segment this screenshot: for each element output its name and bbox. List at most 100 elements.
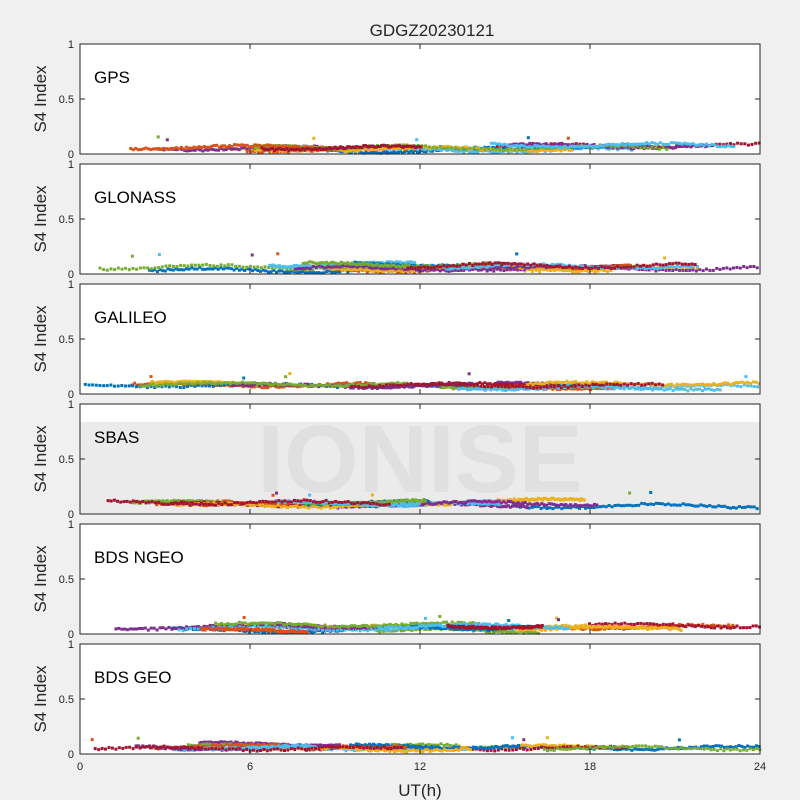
data-point [562,263,565,267]
data-point [619,504,623,508]
data-point [554,148,558,151]
data-point [448,383,451,386]
data-point [552,385,556,389]
data-point [423,499,427,503]
data-point [453,502,457,506]
data-point [344,266,348,270]
data-point [681,266,685,270]
data-point [718,388,722,392]
data-point [168,264,172,268]
panel-label: GPS [94,68,130,87]
data-point [206,148,210,152]
data-point [643,146,647,150]
data-point [368,151,372,155]
data-point [625,503,629,507]
data-point [439,148,443,152]
data-point [396,147,400,150]
data-point [305,149,309,153]
data-point [509,147,513,151]
data-point [314,265,318,269]
data-point [178,381,182,385]
data-point [729,506,732,510]
data-point [692,266,696,270]
data-point [380,144,384,147]
data-point [437,382,441,386]
data-point [639,385,643,389]
data-point [563,506,567,510]
data-point [635,144,639,148]
data-point [385,383,389,387]
data-point [548,264,552,268]
data-point [248,264,252,268]
data-point [667,265,671,269]
data-point [677,141,681,145]
data-point [157,253,161,257]
data-point [593,144,597,148]
data-point [347,264,351,268]
data-point [486,387,490,391]
data-point [364,147,368,151]
data-point [684,383,688,386]
data-point [371,385,375,389]
data-point [425,269,429,273]
data-point [604,385,608,389]
data-point [372,382,376,386]
data-point [174,146,178,150]
data-point [467,150,471,154]
data-point [253,381,256,385]
data-point [387,145,391,149]
data-point [582,144,586,148]
data-point [205,499,209,503]
data-point [215,143,219,147]
data-point [283,146,287,150]
data-point [157,383,161,387]
data-point [495,500,498,504]
data-point [649,502,653,506]
y-tick-label: 1 [68,159,74,171]
data-point [673,265,677,269]
data-point [398,144,402,148]
data-point [452,387,456,391]
data-point [706,383,710,387]
data-point [650,381,654,385]
data-point [654,383,658,387]
data-point [365,270,369,274]
data-point [382,267,386,271]
data-point [190,382,194,386]
data-point [650,266,654,270]
data-point [186,385,190,388]
data-point [504,501,508,505]
data-point [276,145,280,149]
data-point [340,267,344,271]
data-point [348,145,351,149]
data-point [634,504,638,507]
data-point [400,261,404,265]
data-point [582,265,585,269]
data-point [748,265,752,269]
data-point [259,266,263,270]
data-point [244,381,248,385]
data-point [120,384,124,387]
data-point [483,385,486,389]
data-point [403,144,407,148]
data-point [456,145,460,149]
data-point [477,262,481,266]
data-point [175,148,179,152]
data-point [517,504,521,508]
data-point [683,141,687,145]
data-point [556,148,560,152]
data-point [179,500,183,504]
data-point [399,144,403,148]
data-point [672,384,676,388]
data-point [208,381,212,385]
data-point [458,383,462,386]
data-point [423,502,427,506]
data-point [606,146,610,150]
data-point [350,265,354,269]
data-point [523,505,527,509]
data-point [327,383,331,387]
data-point [294,148,298,152]
data-point [256,150,260,154]
data-point [390,381,394,385]
